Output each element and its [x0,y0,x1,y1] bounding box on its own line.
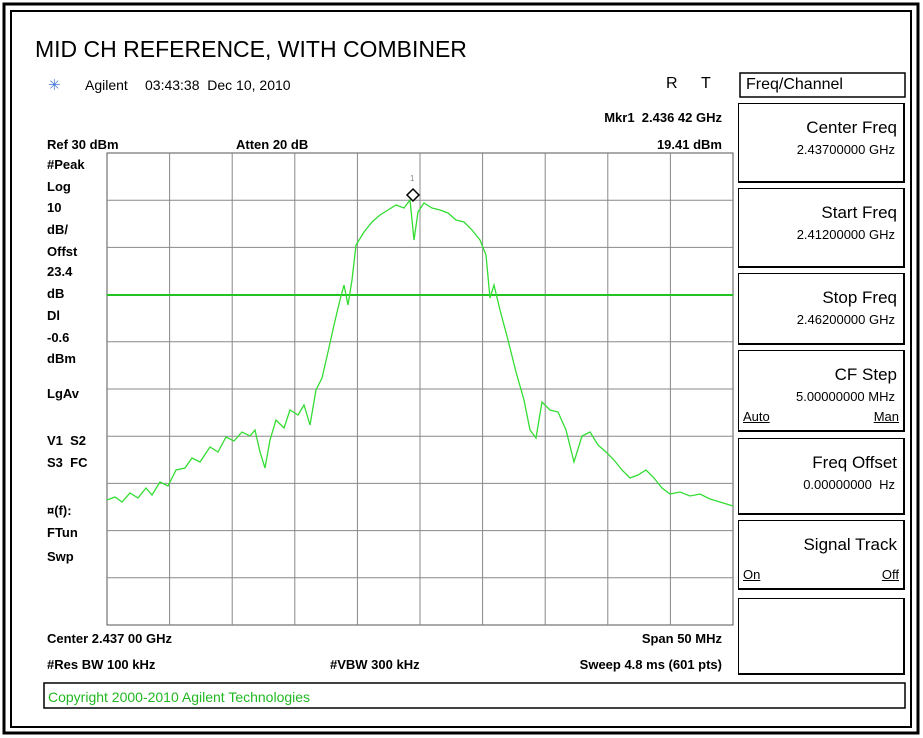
attenuation: Atten 20 dB [236,137,309,152]
side-label: Offst [47,244,78,259]
side-label: LgAv [47,386,80,401]
timestamp: 03:43:38 Dec 10, 2010 [145,77,291,93]
marker-level: 19.41 dBm [656,137,722,152]
side-label: S3 FC [47,455,88,470]
menu-title: Freq/Channel [746,76,843,93]
softkey-value: 5.00000000 MHz [795,389,895,404]
copyright: Copyright 2000-2010 Agilent Technologies [48,689,311,705]
ref-level: Ref 30 dBm [47,137,119,152]
softkey[interactable]: Start Freq 2.41200000 GHz [738,188,905,268]
softkey-label: Stop Freq [822,288,897,307]
softkey-label: Freq Offset [812,453,897,472]
menu-title-box [739,72,906,98]
side-label: dBm [47,351,76,366]
softkey-label: Start Freq [821,203,897,222]
vbw: #VBW 300 kHz [330,657,420,672]
side-label: Swp [47,549,74,564]
softkey[interactable]: Signal Track On Off [738,520,905,590]
side-label: #Peak [47,157,85,172]
side-label: 23.4 [47,264,73,279]
status: T [701,75,711,92]
logo: ✳ [48,77,61,94]
span: Span 50 MHz [641,631,722,646]
status-bar [43,682,906,709]
softkey[interactable]: Freq Offset 0.00000000 Hz [738,438,905,515]
softkey[interactable]: Center Freq 2.43700000 GHz [738,103,905,183]
sweep: Sweep 4.8 ms (601 pts) [579,657,722,672]
grid [107,153,733,625]
center-freq: Center 2.437 00 GHz [47,631,173,646]
side-label: 10 [47,200,62,215]
softkey-value: 2.46200000 GHz [796,312,895,327]
side-label: FTun [47,525,78,540]
softkey-value: 0.00000000 Hz [803,477,895,492]
softkey-value: 2.43700000 GHz [796,142,895,157]
side-label: dB/ [47,222,68,237]
side-label: V1 S2 [47,433,87,448]
side-label: Dl [47,308,60,323]
res-bw: #Res BW 100 kHz [47,657,156,672]
softkey [738,598,905,675]
side-label: ¤(f): [47,503,72,518]
brand: Agilent [85,77,128,93]
status: R [666,75,678,92]
softkey-option[interactable]: Man [873,409,899,424]
side-label: -0.6 [47,330,70,345]
side-label: dB [47,286,65,301]
trace [106,198,734,507]
softkey-option[interactable]: On [743,567,761,582]
side-label: Log [47,179,71,194]
marker-number: 1 [410,174,415,183]
marker-readout: Mkr1 2.436 42 GHz [604,110,722,125]
softkey[interactable]: CF Step 5.00000000 MHz Auto Man [738,350,905,432]
softkey[interactable]: Stop Freq 2.46200000 GHz [738,273,905,345]
softkey-label: Signal Track [803,535,897,554]
title: MID CH REFERENCE, WITH COMBINER [35,36,467,62]
softkey-label: CF Step [834,365,897,384]
softkey-label: Center Freq [806,118,897,137]
softkey-value: 2.41200000 GHz [796,227,895,242]
softkey-option[interactable]: Off [881,567,899,582]
softkey-option[interactable]: Auto [743,409,770,424]
marker [405,187,421,203]
